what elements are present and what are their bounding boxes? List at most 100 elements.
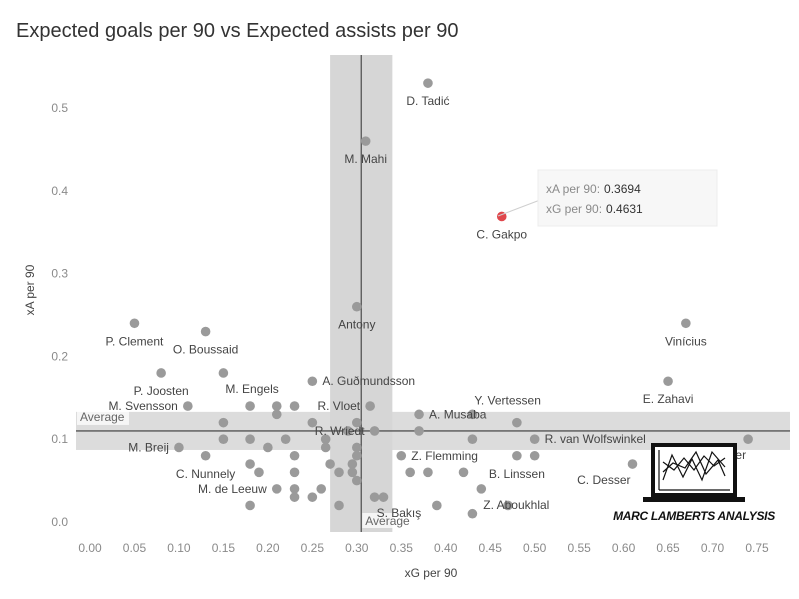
chart-title: Expected goals per 90 vs Expected assist… <box>16 20 459 42</box>
x-tick-label: 0.35 <box>390 541 414 555</box>
data-point[interactable] <box>529 434 540 445</box>
x-tick-label: 0.55 <box>567 541 591 555</box>
data-point[interactable] <box>245 401 255 411</box>
y-tick-label: 0.2 <box>51 349 68 363</box>
data-points <box>129 78 753 519</box>
data-point[interactable] <box>663 376 673 387</box>
data-point[interactable] <box>352 301 362 312</box>
marc-lamberts-logo: MARC LAMBERTS ANALYSIS <box>613 443 776 523</box>
data-point[interactable] <box>271 484 282 494</box>
data-point[interactable] <box>529 450 540 461</box>
data-point[interactable] <box>320 442 331 453</box>
data-point[interactable] <box>156 368 166 378</box>
point-label: Vinícius <box>665 334 707 348</box>
data-point[interactable] <box>307 417 318 428</box>
data-point[interactable] <box>743 434 753 445</box>
data-point[interactable] <box>271 409 282 420</box>
data-point[interactable] <box>476 484 487 494</box>
data-point[interactable] <box>343 426 353 436</box>
data-point[interactable] <box>378 492 389 502</box>
data-point[interactable] <box>289 492 300 502</box>
data-point[interactable] <box>245 500 255 511</box>
data-point[interactable] <box>627 459 638 469</box>
x-tick-label: 0.50 <box>523 541 547 555</box>
data-point[interactable] <box>334 467 344 478</box>
y-tick-label: 0.4 <box>51 184 68 198</box>
data-point[interactable] <box>218 417 229 428</box>
y-axis-title: xA per 90 <box>23 264 37 315</box>
y-tick-label: 0.3 <box>51 267 68 281</box>
x-tick-label: 0.65 <box>656 541 680 555</box>
data-point[interactable] <box>681 318 691 329</box>
data-point[interactable] <box>289 467 300 478</box>
point-label: B. Linssen <box>489 467 545 481</box>
point-label: O. Boussaid <box>173 343 238 357</box>
y-average-label: Average <box>80 410 125 424</box>
data-point[interactable] <box>423 78 433 88</box>
data-point[interactable] <box>307 376 318 387</box>
data-point[interactable] <box>352 475 362 486</box>
data-point[interactable] <box>405 467 415 478</box>
point-label: R. van Wolfswinkel <box>545 432 646 446</box>
x-tick-label: 0.00 <box>78 541 102 555</box>
point-label: E. Zahavi <box>643 392 694 406</box>
data-point[interactable] <box>129 318 140 329</box>
data-point[interactable] <box>414 409 424 420</box>
y-tick-label: 0.0 <box>51 515 68 529</box>
data-point[interactable] <box>280 434 291 445</box>
data-point[interactable] <box>467 434 478 445</box>
data-point[interactable] <box>467 409 478 420</box>
data-point[interactable] <box>360 136 371 146</box>
data-point[interactable] <box>432 500 442 511</box>
data-point[interactable] <box>307 492 318 502</box>
data-point[interactable] <box>423 467 433 478</box>
point-label: M. de Leeuw <box>198 482 267 496</box>
data-point[interactable] <box>200 450 211 461</box>
x-tick-label: 0.05 <box>123 541 147 555</box>
data-point[interactable] <box>369 426 380 436</box>
data-point[interactable] <box>245 459 255 469</box>
data-point[interactable] <box>320 434 331 445</box>
data-point[interactable] <box>183 401 193 411</box>
tooltip-xg: xG per 90: 0.4631 <box>546 202 643 216</box>
data-point[interactable] <box>396 450 407 461</box>
data-point[interactable] <box>174 442 184 453</box>
data-point[interactable] <box>512 450 522 461</box>
x-tick-label: 0.20 <box>256 541 280 555</box>
data-point[interactable] <box>218 368 229 378</box>
x-tick-label: 0.45 <box>479 541 503 555</box>
data-point[interactable] <box>352 450 362 461</box>
data-point[interactable] <box>503 500 513 511</box>
tooltip-pointer <box>497 199 541 217</box>
data-point[interactable] <box>458 467 469 478</box>
data-point[interactable] <box>512 417 522 428</box>
data-point[interactable] <box>325 459 335 469</box>
data-point[interactable] <box>352 417 362 428</box>
average-lines: Average Average <box>76 55 790 532</box>
point-labels: D. Tadić M. Mahi C. Gakpo Antony P. Clement O… <box>106 94 747 520</box>
data-point[interactable] <box>289 450 300 461</box>
data-point[interactable] <box>271 401 282 411</box>
data-point[interactable] <box>369 492 380 502</box>
data-point[interactable] <box>316 484 327 494</box>
data-point[interactable] <box>245 434 255 445</box>
data-point[interactable] <box>200 326 211 337</box>
point-label: C. Desser <box>577 473 630 487</box>
data-point[interactable] <box>347 467 358 478</box>
data-point[interactable] <box>254 467 264 478</box>
data-point[interactable] <box>334 500 344 511</box>
x-axis-title: xG per 90 <box>405 566 458 580</box>
data-point[interactable] <box>365 401 375 411</box>
data-point[interactable] <box>263 442 273 453</box>
data-point[interactable] <box>352 442 362 453</box>
data-point[interactable] <box>289 401 300 411</box>
point-label: C. Gakpo <box>476 227 527 241</box>
x-tick-label: 0.30 <box>345 541 369 555</box>
data-point[interactable] <box>218 434 229 445</box>
data-point[interactable] <box>347 459 358 469</box>
point-label: M. Breij <box>128 440 169 454</box>
data-point[interactable] <box>467 508 478 519</box>
data-point[interactable] <box>414 426 424 436</box>
data-point[interactable] <box>289 484 300 494</box>
